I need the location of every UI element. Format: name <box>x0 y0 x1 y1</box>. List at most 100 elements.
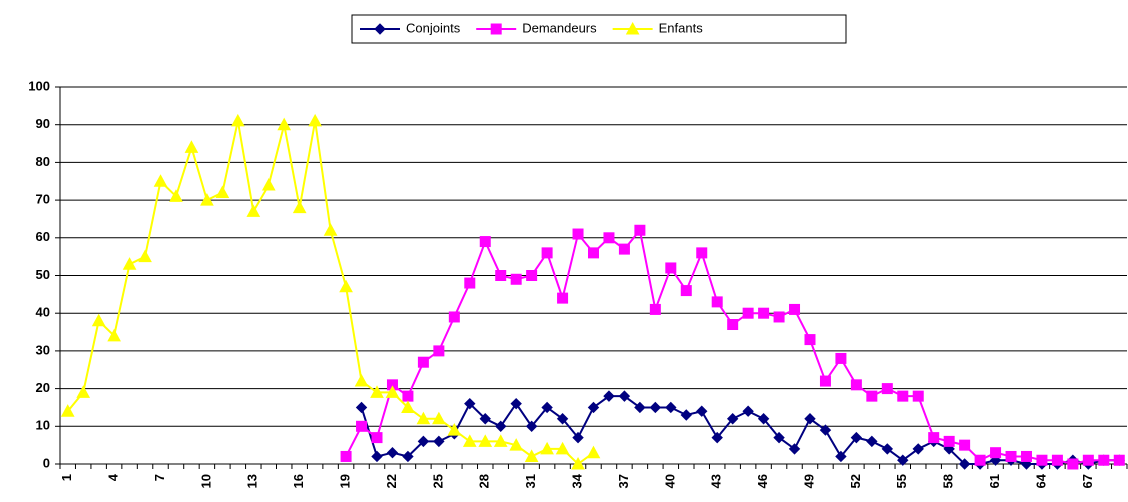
marker <box>625 21 640 35</box>
x-tick-label: 34 <box>569 473 584 488</box>
marker <box>1036 454 1048 466</box>
marker <box>138 249 152 263</box>
marker <box>432 411 446 425</box>
marker <box>1098 454 1110 466</box>
legend-label: Conjoints <box>406 20 461 35</box>
marker <box>850 431 863 444</box>
marker <box>510 397 522 410</box>
marker <box>184 140 199 153</box>
x-tick-label: 16 <box>291 474 306 488</box>
x-tick-label: 13 <box>245 474 260 488</box>
x-tick-label: 25 <box>430 474 445 488</box>
marker <box>323 223 338 236</box>
marker <box>788 443 801 455</box>
marker <box>370 385 384 398</box>
marker <box>1113 454 1125 466</box>
marker <box>447 423 462 436</box>
marker <box>680 285 692 297</box>
marker <box>572 228 584 240</box>
marker <box>374 23 386 35</box>
x-tick-label: 52 <box>848 474 863 488</box>
marker <box>665 401 677 414</box>
marker <box>773 431 785 444</box>
marker <box>912 390 924 402</box>
legend-label: Enfants <box>659 20 704 35</box>
marker <box>742 307 754 319</box>
marker <box>680 409 692 421</box>
marker <box>1067 458 1079 470</box>
marker <box>665 262 677 274</box>
marker <box>897 454 909 466</box>
marker <box>943 435 955 447</box>
marker <box>107 328 121 342</box>
marker <box>292 200 307 214</box>
marker <box>726 413 739 425</box>
x-tick-label: 43 <box>709 474 724 488</box>
marker <box>1020 450 1032 462</box>
marker <box>974 454 986 466</box>
marker <box>277 117 292 131</box>
marker <box>200 193 214 206</box>
marker <box>804 413 816 425</box>
marker <box>572 431 584 444</box>
marker <box>866 390 878 402</box>
y-tick-label: 50 <box>36 267 50 282</box>
marker <box>773 311 785 323</box>
x-tick-label: 55 <box>894 474 909 488</box>
x-tick-label: 46 <box>755 474 770 488</box>
marker <box>912 443 924 455</box>
y-tick-label: 30 <box>36 342 50 357</box>
marker <box>122 257 137 270</box>
marker <box>493 434 508 447</box>
marker <box>835 450 847 463</box>
marker <box>711 431 723 444</box>
x-tick-label: 37 <box>616 474 631 488</box>
y-tick-label: 100 <box>28 78 50 93</box>
marker <box>464 277 476 289</box>
marker <box>339 279 353 293</box>
x-tick-label: 64 <box>1033 473 1048 488</box>
marker <box>618 243 630 255</box>
marker <box>1082 454 1094 466</box>
marker <box>401 400 415 413</box>
series-line <box>345 227 1120 466</box>
series-line <box>66 120 595 466</box>
marker <box>402 390 414 402</box>
marker <box>696 247 708 259</box>
marker <box>757 413 770 425</box>
marker <box>958 458 971 470</box>
marker <box>881 383 893 395</box>
marker <box>541 401 553 414</box>
marker <box>634 401 646 414</box>
marker <box>1005 450 1017 462</box>
marker <box>417 435 430 448</box>
x-tick-label: 1 <box>59 474 74 481</box>
marker <box>478 434 493 447</box>
marker <box>479 413 491 425</box>
marker <box>541 247 553 259</box>
marker <box>603 232 615 244</box>
marker <box>308 113 322 127</box>
marker <box>634 224 646 236</box>
x-tick-label: 4 <box>106 473 121 481</box>
y-tick-label: 10 <box>36 418 50 433</box>
marker <box>464 397 476 410</box>
marker <box>649 401 662 414</box>
y-tick-label: 60 <box>36 229 50 244</box>
marker <box>230 113 245 127</box>
marker <box>835 352 847 364</box>
marker <box>555 441 570 455</box>
marker <box>588 247 599 259</box>
y-tick-label: 90 <box>36 116 50 131</box>
x-tick-label: 67 <box>1080 474 1095 488</box>
marker <box>525 420 538 433</box>
marker <box>495 420 507 433</box>
marker <box>462 434 477 447</box>
legend-label: Demandeurs <box>522 20 597 35</box>
x-tick-label: 49 <box>801 474 816 488</box>
marker <box>990 447 1002 459</box>
marker <box>416 411 431 425</box>
marker <box>261 177 276 191</box>
marker <box>819 375 831 387</box>
